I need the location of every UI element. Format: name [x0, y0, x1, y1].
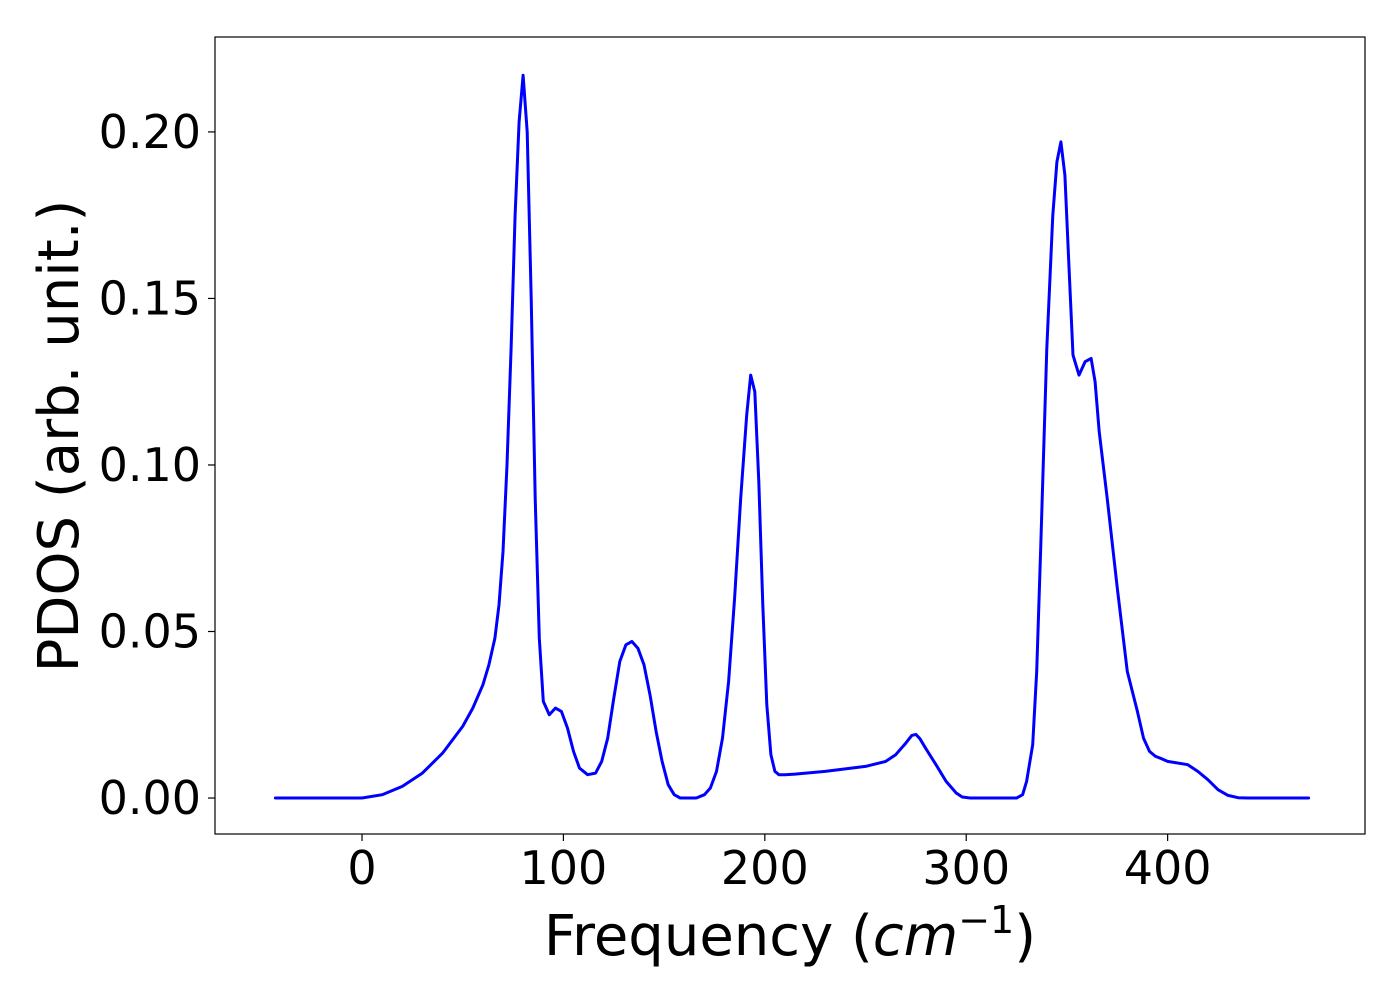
x-tick-label: 300 [922, 841, 1010, 895]
y-axis-label: PDOS (arb. unit.) [27, 200, 92, 673]
x-tick-label: 200 [721, 841, 809, 895]
x-axis-label: Frequency (cm−1) [544, 898, 1036, 969]
x-axis-ticks: 0 100 200 300 400 [347, 834, 1212, 895]
y-tick-label: 0.20 [99, 105, 201, 159]
y-tick-label: 0.05 [99, 605, 201, 659]
series-group [273, 73, 1311, 800]
y-tick-label: 0.15 [99, 271, 201, 325]
y-tick-label: 0.10 [99, 438, 201, 492]
pdos-series-line [273, 73, 1311, 800]
x-tick-label: 100 [520, 841, 608, 895]
x-tick-label: 0 [347, 841, 376, 895]
x-tick-label: 400 [1124, 841, 1212, 895]
plot-frame [214, 36, 1366, 835]
y-axis-ticks: 0.00 0.05 0.10 0.15 0.20 [99, 105, 215, 825]
y-tick-label: 0.00 [99, 771, 201, 825]
